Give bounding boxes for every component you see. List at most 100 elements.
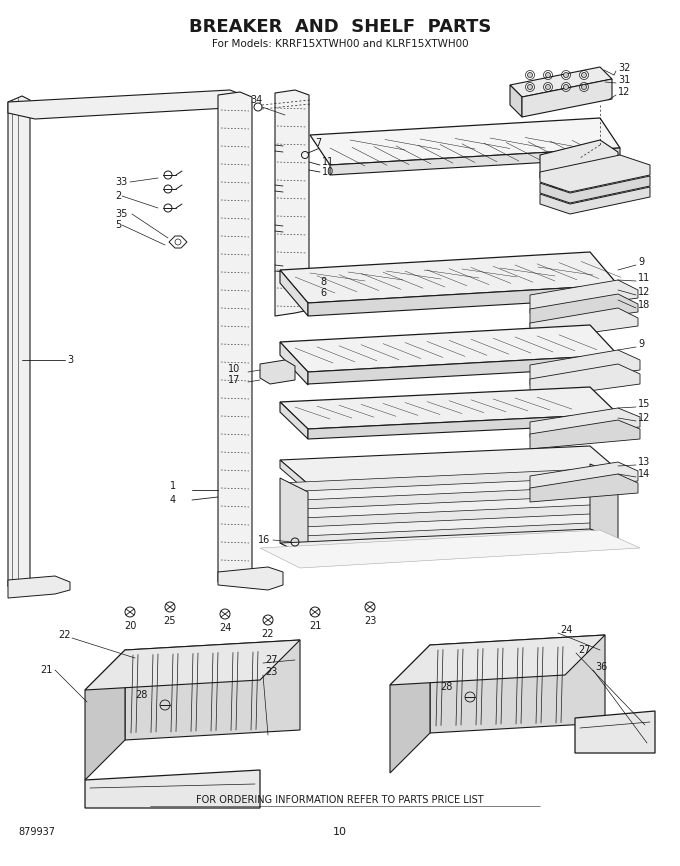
Text: 16: 16 bbox=[258, 535, 270, 545]
Polygon shape bbox=[8, 576, 70, 598]
Polygon shape bbox=[530, 408, 640, 437]
Polygon shape bbox=[280, 505, 618, 530]
Text: 5: 5 bbox=[115, 220, 121, 230]
Polygon shape bbox=[125, 640, 300, 740]
Polygon shape bbox=[530, 474, 638, 502]
Polygon shape bbox=[310, 118, 620, 165]
Text: 36: 36 bbox=[595, 662, 607, 672]
Text: 22: 22 bbox=[58, 630, 71, 640]
Text: 20: 20 bbox=[124, 621, 136, 631]
Polygon shape bbox=[280, 342, 308, 385]
Polygon shape bbox=[530, 420, 640, 449]
Polygon shape bbox=[280, 270, 308, 316]
Text: 3: 3 bbox=[67, 355, 73, 365]
Polygon shape bbox=[510, 85, 522, 117]
Polygon shape bbox=[390, 635, 605, 685]
Polygon shape bbox=[275, 90, 309, 316]
Polygon shape bbox=[280, 487, 618, 512]
Text: FOR ORDERING INFORMATION REFER TO PARTS PRICE LIST: FOR ORDERING INFORMATION REFER TO PARTS … bbox=[197, 795, 483, 805]
Text: For Models: KRRF15XTWH00 and KLRF15XTWH00: For Models: KRRF15XTWH00 and KLRF15XTWH0… bbox=[211, 39, 469, 49]
Polygon shape bbox=[280, 325, 618, 372]
Polygon shape bbox=[218, 567, 283, 590]
Text: 10: 10 bbox=[322, 167, 335, 177]
Text: 11: 11 bbox=[322, 157, 335, 167]
Text: 24: 24 bbox=[219, 623, 231, 633]
Text: 12: 12 bbox=[638, 287, 650, 297]
Polygon shape bbox=[280, 496, 618, 521]
Circle shape bbox=[528, 73, 532, 77]
Polygon shape bbox=[510, 67, 612, 97]
Polygon shape bbox=[85, 640, 300, 690]
Circle shape bbox=[545, 85, 551, 89]
Polygon shape bbox=[530, 364, 640, 399]
Circle shape bbox=[564, 73, 568, 77]
Text: 18: 18 bbox=[638, 300, 650, 310]
Polygon shape bbox=[280, 514, 618, 539]
Polygon shape bbox=[280, 460, 308, 492]
Text: 14: 14 bbox=[638, 469, 650, 479]
Polygon shape bbox=[8, 90, 245, 119]
Polygon shape bbox=[540, 155, 650, 192]
Polygon shape bbox=[260, 360, 295, 384]
Polygon shape bbox=[280, 402, 308, 439]
Circle shape bbox=[581, 85, 586, 89]
Polygon shape bbox=[280, 529, 618, 557]
Text: 12: 12 bbox=[618, 87, 630, 97]
Polygon shape bbox=[530, 294, 638, 327]
Polygon shape bbox=[280, 478, 618, 503]
Text: 35: 35 bbox=[115, 209, 127, 219]
Polygon shape bbox=[280, 469, 618, 494]
Text: 17: 17 bbox=[228, 375, 240, 385]
Polygon shape bbox=[530, 462, 638, 490]
Polygon shape bbox=[85, 650, 125, 780]
Circle shape bbox=[528, 85, 532, 89]
Text: 1: 1 bbox=[170, 481, 176, 491]
Text: 9: 9 bbox=[638, 339, 644, 349]
Polygon shape bbox=[530, 280, 638, 313]
Text: 28: 28 bbox=[135, 690, 148, 700]
Polygon shape bbox=[590, 464, 618, 540]
Text: 21: 21 bbox=[40, 665, 52, 675]
Text: 4: 4 bbox=[170, 495, 176, 505]
Text: 13: 13 bbox=[638, 457, 650, 467]
Polygon shape bbox=[575, 711, 655, 753]
Polygon shape bbox=[280, 478, 308, 557]
Polygon shape bbox=[530, 350, 640, 385]
Text: 6: 6 bbox=[320, 288, 326, 298]
Polygon shape bbox=[280, 523, 618, 548]
Polygon shape bbox=[280, 446, 618, 484]
Polygon shape bbox=[522, 79, 612, 117]
Text: 10: 10 bbox=[333, 827, 347, 837]
Text: 27: 27 bbox=[265, 655, 277, 665]
Text: 34: 34 bbox=[250, 95, 262, 105]
Text: 33: 33 bbox=[115, 177, 127, 187]
Circle shape bbox=[564, 85, 568, 89]
Text: 8: 8 bbox=[320, 277, 326, 287]
Polygon shape bbox=[280, 387, 618, 429]
Text: 25: 25 bbox=[164, 616, 176, 626]
Text: 11: 11 bbox=[638, 273, 650, 283]
Polygon shape bbox=[540, 176, 650, 203]
Text: 2: 2 bbox=[115, 191, 121, 201]
Text: 21: 21 bbox=[309, 621, 321, 631]
Text: 10: 10 bbox=[228, 364, 240, 374]
Circle shape bbox=[545, 73, 551, 77]
Text: 28: 28 bbox=[440, 682, 452, 692]
Text: 7: 7 bbox=[315, 138, 321, 148]
Polygon shape bbox=[85, 770, 260, 808]
Polygon shape bbox=[430, 635, 605, 733]
Polygon shape bbox=[530, 308, 638, 341]
Polygon shape bbox=[330, 148, 620, 175]
Polygon shape bbox=[260, 530, 640, 568]
Text: 12: 12 bbox=[638, 413, 650, 423]
Polygon shape bbox=[540, 187, 650, 214]
Polygon shape bbox=[390, 645, 430, 773]
Polygon shape bbox=[308, 414, 618, 439]
Polygon shape bbox=[218, 92, 252, 582]
Text: 9: 9 bbox=[638, 257, 644, 267]
Text: 23: 23 bbox=[265, 667, 277, 677]
Text: 879937: 879937 bbox=[18, 827, 55, 837]
Text: 15: 15 bbox=[638, 399, 650, 409]
Polygon shape bbox=[8, 96, 30, 590]
Text: 22: 22 bbox=[262, 629, 274, 639]
